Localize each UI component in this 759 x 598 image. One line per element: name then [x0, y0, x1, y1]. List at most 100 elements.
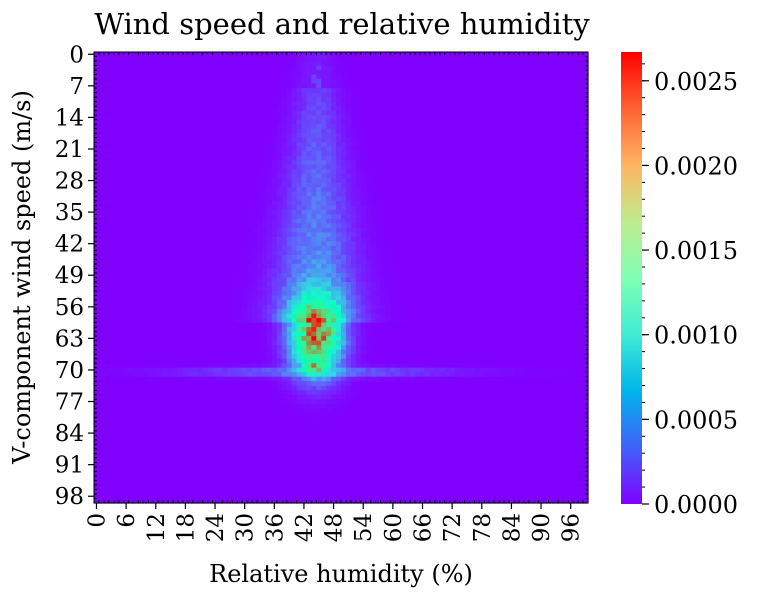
heatmap-cell — [281, 115, 288, 121]
heatmap-cell — [187, 232, 194, 238]
heatmap-cell — [390, 232, 396, 238]
heatmap-cell — [390, 61, 396, 67]
heatmap-cell — [543, 187, 550, 193]
heatmap-cell — [94, 146, 100, 152]
heatmap-cell — [133, 155, 140, 161]
heatmap-cell — [444, 106, 451, 112]
heatmap-cell — [301, 115, 308, 121]
heatmap-cell — [222, 83, 228, 89]
heatmap-cell — [573, 146, 579, 152]
heatmap-cell — [202, 151, 209, 157]
heatmap-cell — [380, 65, 387, 71]
heatmap-cell — [276, 227, 283, 233]
heatmap-cell — [385, 88, 391, 94]
heatmap-cell — [202, 205, 209, 211]
heatmap-cell — [276, 115, 283, 121]
heatmap-cell — [227, 151, 233, 157]
heatmap-cell — [341, 218, 347, 224]
heatmap-cell — [583, 227, 589, 233]
heatmap-cell — [301, 164, 308, 170]
heatmap-cell — [153, 254, 159, 261]
heatmap-cell — [173, 101, 179, 107]
heatmap-cell — [177, 209, 184, 215]
heatmap-cell — [454, 259, 461, 265]
heatmap-cell — [261, 119, 268, 125]
heatmap-cell — [429, 79, 436, 85]
heatmap-cell — [568, 200, 574, 206]
heatmap-cell — [306, 106, 312, 112]
heatmap-cell — [252, 101, 258, 107]
heatmap-cell — [291, 223, 298, 229]
heatmap-cell — [326, 178, 332, 184]
heatmap-cell — [439, 223, 446, 229]
heatmap-cell — [395, 79, 401, 85]
heatmap-cell — [434, 79, 441, 85]
heatmap-cell — [375, 209, 382, 215]
heatmap-cell — [207, 263, 214, 270]
heatmap-cell — [197, 119, 204, 125]
heatmap-cell — [489, 169, 495, 175]
heatmap-cell — [123, 160, 130, 166]
heatmap-cell — [410, 52, 416, 58]
heatmap-cell — [400, 250, 406, 256]
heatmap-cell — [98, 214, 105, 220]
heatmap-cell — [212, 182, 219, 188]
heatmap-cell — [326, 173, 332, 179]
heatmap-cell — [212, 232, 219, 238]
heatmap-cell — [568, 164, 574, 170]
heatmap-cell — [103, 52, 110, 58]
heatmap-cell — [291, 142, 298, 148]
heatmap-cell — [355, 133, 362, 139]
heatmap-cell — [429, 178, 436, 184]
heatmap-cell — [424, 245, 431, 252]
heatmap-cell — [494, 70, 500, 76]
heatmap-cell — [331, 88, 337, 94]
heatmap-cell — [123, 263, 130, 270]
heatmap-cell — [133, 61, 140, 67]
heatmap-cell — [242, 133, 248, 139]
heatmap-cell — [548, 196, 555, 202]
heatmap-cell — [583, 151, 589, 157]
heatmap-cell — [177, 272, 184, 279]
heatmap-cell — [232, 218, 238, 224]
heatmap-cell — [415, 155, 421, 161]
heatmap-cell — [187, 182, 194, 188]
heatmap-cell — [449, 146, 456, 152]
heatmap-cell — [177, 164, 184, 170]
heatmap-cell — [108, 160, 115, 166]
heatmap-cell — [296, 227, 303, 233]
heatmap-cell — [573, 124, 579, 130]
heatmap-cell — [563, 106, 569, 112]
heatmap-cell — [558, 52, 564, 58]
heatmap-cell — [370, 272, 377, 279]
heatmap-cell — [222, 259, 228, 265]
heatmap-cell — [528, 232, 535, 238]
heatmap-cell — [138, 83, 144, 89]
heatmap-cell — [217, 160, 224, 166]
heatmap-cell — [266, 160, 273, 166]
heatmap-cell — [257, 92, 263, 98]
heatmap-cell — [350, 92, 357, 98]
heatmap-cell — [227, 124, 233, 130]
heatmap-cell — [484, 146, 490, 152]
heatmap-cell — [212, 263, 219, 270]
heatmap-cell — [182, 110, 189, 116]
heatmap-cell — [578, 133, 584, 139]
heatmap-cell — [355, 187, 362, 193]
heatmap-cell — [484, 272, 490, 279]
heatmap-cell — [513, 200, 520, 206]
heatmap-cell — [513, 268, 520, 274]
heatmap-cell — [252, 250, 258, 256]
heatmap-cell — [94, 254, 100, 261]
heatmap-cell — [148, 232, 154, 238]
heatmap-cell — [420, 151, 426, 157]
heatmap-cell — [331, 214, 337, 220]
heatmap-cell — [158, 124, 164, 130]
heatmap-cell — [454, 133, 461, 139]
heatmap-cell — [227, 187, 233, 193]
heatmap-cell — [345, 160, 352, 166]
heatmap-cell — [508, 227, 515, 233]
heatmap-cell — [252, 196, 258, 202]
heatmap-cell — [494, 232, 500, 238]
heatmap-cell — [449, 88, 456, 94]
